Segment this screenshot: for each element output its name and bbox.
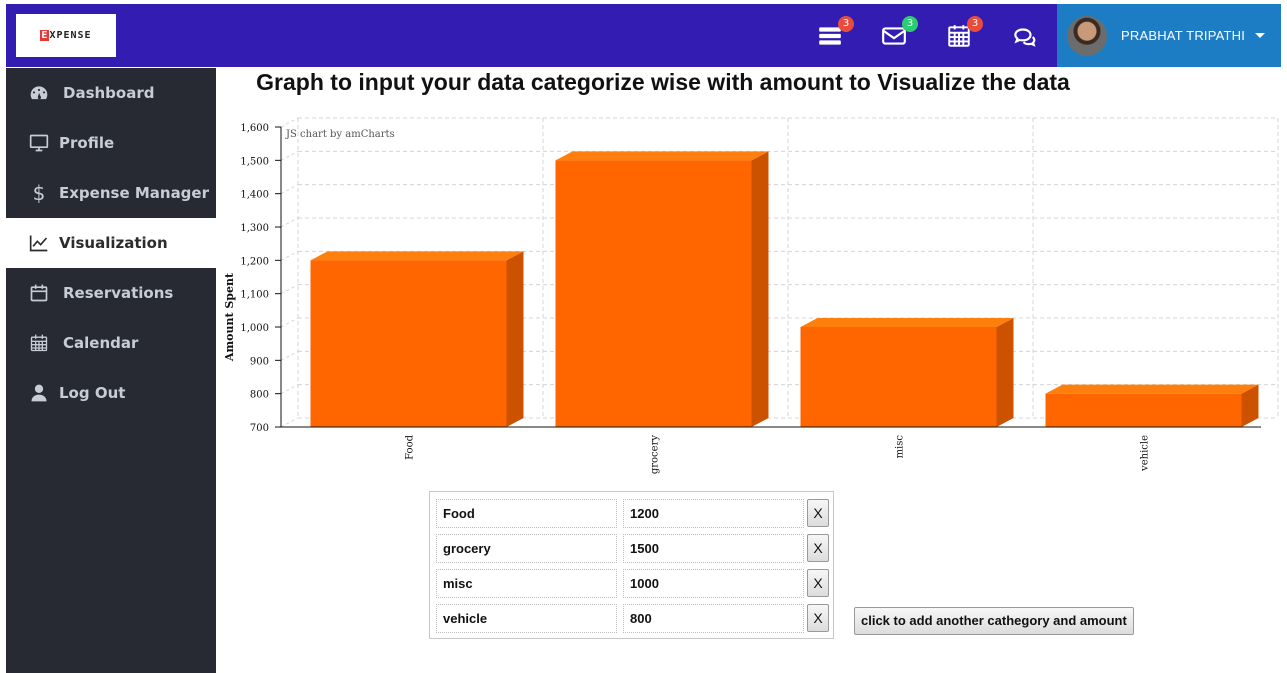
y-tick-label: 1,100 xyxy=(240,290,269,301)
chart-container: 700 800 900 1,000 1,100 1,200 1,300 1,400 1,500 1… xyxy=(216,107,1281,487)
user-menu[interactable]: PRABHAT TRIPATHI xyxy=(1057,4,1281,67)
sidebar-label-profile: Profile xyxy=(59,134,115,152)
bar-front xyxy=(800,327,997,427)
avatar xyxy=(1067,15,1107,56)
bar-side xyxy=(751,151,769,428)
sidebar-item-visualization[interactable]: Visualization xyxy=(6,218,216,268)
messages-badge: 3 xyxy=(902,16,918,32)
bar-front xyxy=(310,260,507,427)
bar-top xyxy=(310,251,524,261)
delete-row-button[interactable]: X xyxy=(807,604,829,632)
bar-side xyxy=(996,318,1014,427)
sidebar-item-logout[interactable]: Log Out xyxy=(6,368,216,418)
bar-front xyxy=(555,160,752,428)
y-tick-label: 700 xyxy=(250,423,269,434)
x-tick-label: misc xyxy=(895,435,906,459)
x-tick-label: Food xyxy=(405,434,416,459)
tasks-icon[interactable]: 3 xyxy=(816,16,854,50)
tasks-badge: 3 xyxy=(838,16,854,32)
y-tick-label: 1,400 xyxy=(240,190,269,201)
delete-row-button[interactable]: X xyxy=(807,534,829,562)
caret-down-icon xyxy=(1255,33,1266,38)
bar-top xyxy=(555,151,769,161)
dashboard-icon xyxy=(28,82,50,104)
x-tick-label: grocery xyxy=(650,435,661,475)
sidebar-label-reservations: Reservations xyxy=(63,284,174,302)
bar-side xyxy=(1241,384,1259,427)
bar-front xyxy=(1045,393,1242,427)
chart-credit[interactable]: JS chart by amCharts xyxy=(285,129,395,140)
user-name: PRABHAT TRIPATHI xyxy=(1121,28,1246,43)
y-tick-label: 1,300 xyxy=(240,223,269,234)
category-field[interactable]: misc xyxy=(436,569,617,598)
grid-line xyxy=(280,184,299,195)
sidebar-label-dashboard: Dashboard xyxy=(63,84,155,102)
grid-line xyxy=(280,217,299,228)
chat-icon[interactable] xyxy=(1010,22,1038,50)
amount-field[interactable]: 1500 xyxy=(623,534,804,563)
grid-line xyxy=(280,384,299,395)
sidebar-item-calendar[interactable]: Calendar xyxy=(6,318,216,368)
logo[interactable]: EXPENSE xyxy=(16,14,116,57)
y-tick-label: 1,200 xyxy=(240,256,269,267)
sidebar-item-dashboard[interactable]: Dashboard xyxy=(6,68,216,118)
sidebar-label-expense-manager: Expense Manager xyxy=(59,184,209,202)
bar-Food xyxy=(310,251,524,427)
monitor-icon xyxy=(28,132,50,154)
grid-line xyxy=(280,117,299,128)
grid-line xyxy=(280,250,299,261)
y-tick-label: 1,500 xyxy=(240,156,269,167)
chart-bars xyxy=(310,151,1259,428)
expense-bar-chart: 700 800 900 1,000 1,100 1,200 1,300 1,400 1,500 1… xyxy=(223,117,1279,474)
amount-field[interactable]: 800 xyxy=(623,604,804,633)
sidebar-item-expense-manager[interactable]: $ Expense Manager xyxy=(6,168,216,218)
category-field[interactable]: vehicle xyxy=(436,604,617,633)
delete-row-button[interactable]: X xyxy=(807,499,829,527)
sidebar-label-visualization: Visualization xyxy=(59,234,168,252)
category-field[interactable]: Food xyxy=(436,499,617,528)
sidebar: Dashboard Profile $ Expense Manager Visu… xyxy=(6,68,216,673)
calendar-badge: 3 xyxy=(967,16,983,32)
delete-row-button[interactable]: X xyxy=(807,569,829,597)
user-icon xyxy=(28,382,50,404)
add-category-button[interactable]: click to add another cathegory and amoun… xyxy=(854,607,1134,635)
y-tick-label: 1,600 xyxy=(240,123,269,134)
page-title-text: Graph to input your data categorize wise… xyxy=(256,69,1070,95)
grid-line xyxy=(280,284,299,295)
category-field[interactable]: grocery xyxy=(436,534,617,563)
grid-line xyxy=(280,417,299,428)
logo-text: EXPENSE xyxy=(40,30,92,41)
sidebar-label-calendar: Calendar xyxy=(63,334,139,352)
dollar-icon: $ xyxy=(32,181,46,205)
bar-grocery xyxy=(555,151,769,428)
bar-side xyxy=(506,251,524,427)
calendar-icon xyxy=(28,282,50,304)
page-title: Graph to input your data categorize wise… xyxy=(216,69,1078,96)
amount-field[interactable]: 1000 xyxy=(623,569,804,598)
envelope-icon[interactable]: 3 xyxy=(880,16,918,50)
bar-top xyxy=(800,318,1014,327)
sidebar-item-reservations[interactable]: Reservations xyxy=(6,268,216,318)
y-tick-label: 1,000 xyxy=(240,323,269,334)
calendar-grid-icon xyxy=(28,332,50,354)
amount-field[interactable]: 1200 xyxy=(623,499,804,528)
sidebar-item-profile[interactable]: Profile xyxy=(6,118,216,168)
category-amount-table: Food 1200 X grocery 1500 X misc 1000 X v… xyxy=(429,491,834,639)
y-tick-label: 800 xyxy=(250,390,269,401)
grid-line xyxy=(280,317,299,328)
grid-line xyxy=(280,350,299,361)
calendar-icon[interactable]: 3 xyxy=(945,16,983,50)
bar-misc xyxy=(800,318,1014,427)
chart-axes: 700 800 900 1,000 1,100 1,200 1,300 1,400 1,500 1… xyxy=(240,123,1261,474)
x-tick-label: vehicle xyxy=(1140,435,1151,472)
bar-top xyxy=(1045,384,1259,394)
sidebar-label-logout: Log Out xyxy=(59,384,126,402)
top-header: EXPENSE 3 3 3 PRABHAT TRIPATHI xyxy=(6,4,1281,67)
bar-vehicle xyxy=(1045,384,1259,427)
y-tick-label: 900 xyxy=(250,356,269,367)
grid-line xyxy=(280,150,299,161)
chart-y-axis-label: Amount Spent xyxy=(223,272,236,362)
line-chart-icon xyxy=(28,232,50,254)
main-content: Graph to input your data categorize wise… xyxy=(216,67,1281,673)
